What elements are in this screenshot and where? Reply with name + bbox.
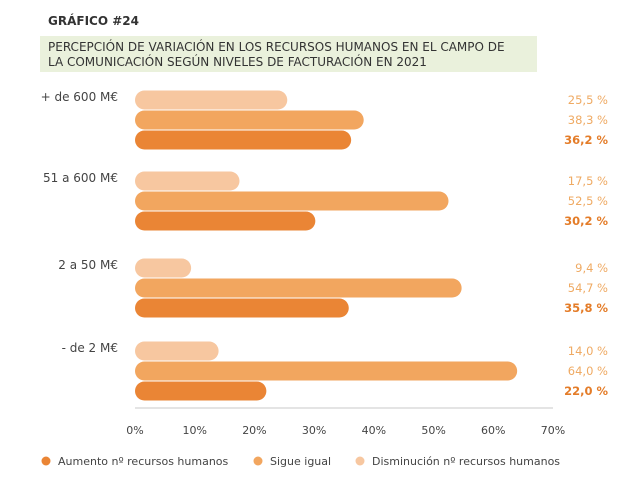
data-label: 22,0 % (564, 384, 608, 398)
legend-swatch (41, 456, 51, 466)
data-label: 17,5 % (568, 174, 608, 188)
data-label: 36,2 % (564, 133, 608, 147)
data-label: 30,2 % (564, 214, 608, 228)
bar (135, 90, 288, 110)
legend-swatch (253, 456, 263, 466)
legend-swatch (355, 456, 365, 466)
bar (135, 171, 240, 191)
category-label: + de 600 M€ (41, 90, 118, 104)
bar (135, 211, 316, 231)
chart-title-line-1: PERCEPCIÓN DE VARIACIÓN EN LOS RECURSOS … (48, 40, 505, 54)
x-tick-label: 0% (126, 424, 143, 437)
data-label: 14,0 % (568, 344, 608, 358)
bar (135, 298, 349, 318)
x-tick-label: 20% (242, 424, 266, 437)
bar (135, 258, 192, 278)
bar (135, 361, 518, 381)
data-label: 35,8 % (564, 301, 608, 315)
bar (135, 130, 352, 150)
data-label: 25,5 % (568, 93, 608, 107)
x-tick-label: 40% (362, 424, 386, 437)
x-tick-label: 70% (541, 424, 565, 437)
data-label: 52,5 % (568, 194, 608, 208)
bar (135, 381, 267, 401)
x-tick-label: 10% (182, 424, 206, 437)
legend-label: Sigue igual (270, 455, 331, 468)
legend-label: Aumento nº recursos humanos (58, 455, 229, 468)
category-label: - de 2 M€ (62, 341, 118, 355)
data-label: 64,0 % (568, 364, 608, 378)
legend-label: Disminución nº recursos humanos (372, 455, 560, 468)
category-label: 51 a 600 M€ (43, 171, 118, 185)
x-tick-label: 50% (421, 424, 445, 437)
chart-title-line-2: LA COMUNICACIÓN SEGÚN NIVELES DE FACTURA… (48, 55, 427, 69)
chart-kicker: GRÁFICO #24 (48, 14, 139, 28)
category-label: 2 a 50 M€ (58, 258, 118, 272)
bar (135, 341, 219, 361)
data-label: 54,7 % (568, 281, 608, 295)
bar (135, 278, 462, 298)
data-label: 9,4 % (575, 261, 608, 275)
title-background (40, 36, 537, 72)
x-tick-label: 30% (302, 424, 326, 437)
bar (135, 110, 364, 130)
data-label: 38,3 % (568, 113, 608, 127)
bar (135, 191, 449, 211)
x-tick-label: 60% (481, 424, 505, 437)
